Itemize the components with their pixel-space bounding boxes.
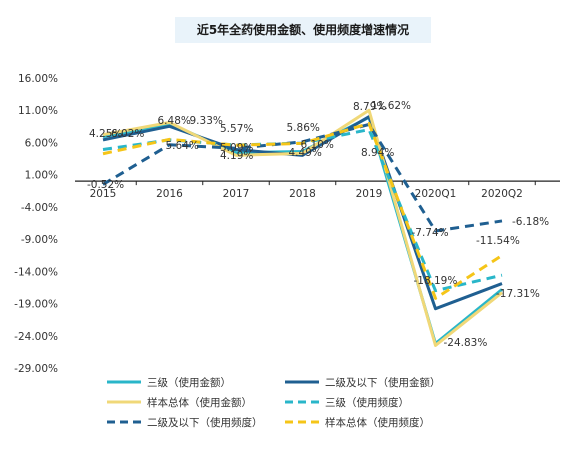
series-line: [102, 121, 503, 300]
data-labels: 4.25%6.02% -0.52% 6.48%9.33% 5.64% 5.57% 5.09…: [87, 100, 549, 349]
legend-label: 样本总体（使用金额）: [147, 396, 252, 409]
series-line: [102, 115, 503, 311]
data-label: 4.19%: [220, 150, 253, 162]
series-point: [434, 343, 438, 347]
series-point: [101, 152, 105, 156]
y-tick-label: 6.00%: [25, 137, 58, 149]
data-label: 5.09%: [220, 142, 253, 154]
data-label: -18.19%: [414, 275, 458, 287]
data-label: 4.25%: [89, 128, 122, 140]
legend-label: 二级及以下（使用金额）: [325, 376, 441, 389]
series-point: [500, 219, 504, 223]
y-tick-label: -9.00%: [21, 234, 58, 246]
series-point: [101, 148, 105, 152]
data-label: 5.57%: [220, 123, 253, 135]
data-label: 4.49%: [289, 147, 322, 159]
data-label: -24.83%: [444, 337, 488, 349]
data-label: 11.62%: [371, 100, 411, 112]
data-label: 6.10%: [301, 139, 334, 151]
data-label: 9.33%: [190, 115, 223, 127]
legend-label: 三级（使用金额）: [147, 376, 231, 389]
y-tick-label: -29.00%: [14, 363, 58, 375]
data-label: 8.94%: [361, 147, 394, 159]
legend-label: 二级及以下（使用频度）: [147, 416, 263, 429]
data-label: 5.86%: [287, 122, 320, 134]
data-label: -11.54%: [476, 235, 520, 247]
y-axis: 16.00% 11.00% 6.00% 1.00% -4.00% -9.00% -14.00…: [14, 73, 58, 375]
y-tick-label: -4.00%: [21, 202, 58, 214]
data-label: 5.64%: [166, 140, 199, 152]
data-label: 8.79%: [353, 101, 386, 113]
y-tick-label: -14.00%: [14, 266, 58, 278]
series-line: [102, 108, 503, 347]
y-tick-label: 1.00%: [25, 170, 58, 182]
series-lines: [101, 108, 504, 347]
x-tick-label: 2020Q1: [415, 188, 457, 200]
series-point: [367, 121, 371, 125]
data-label: -0.52%: [87, 179, 124, 191]
x-tick-label: 2017: [223, 188, 250, 200]
y-tick-label: -19.00%: [14, 299, 58, 311]
data-label: 6.48%: [158, 115, 191, 127]
legend-label: 三级（使用频度）: [325, 396, 409, 409]
x-tick-label: 2015: [90, 188, 117, 200]
x-tick-label: 2019: [356, 188, 383, 200]
series-point: [434, 296, 438, 300]
series-point: [434, 307, 438, 311]
y-tick-label: 11.00%: [18, 105, 58, 117]
y-tick-label: -24.00%: [14, 331, 58, 343]
x-tick-label: 2018: [289, 188, 316, 200]
data-label: -6.18%: [512, 216, 549, 228]
legend: 三级（使用金额） 二级及以下（使用金额） 样本总体（使用金额） 三级（使用频度） 二级及…: [107, 376, 441, 429]
x-tick-label: 2016: [156, 188, 183, 200]
x-axis: 2015 2016 2017 2018 2019 2020Q1 2020Q2: [75, 180, 560, 200]
series-point: [500, 253, 504, 257]
data-label: 6.02%: [111, 128, 144, 140]
data-label: -7.74%: [412, 227, 449, 239]
chart-title-background: [175, 17, 431, 43]
chart-title: 近5年全药使用金额、使用频度增速情况: [197, 22, 409, 37]
data-label: -17.31%: [496, 288, 540, 300]
y-tick-label: 16.00%: [18, 73, 58, 85]
x-tick-label: 2020Q2: [481, 188, 523, 200]
legend-label: 样本总体（使用频度）: [325, 416, 430, 429]
series-point: [500, 282, 504, 286]
series-point: [500, 273, 504, 277]
